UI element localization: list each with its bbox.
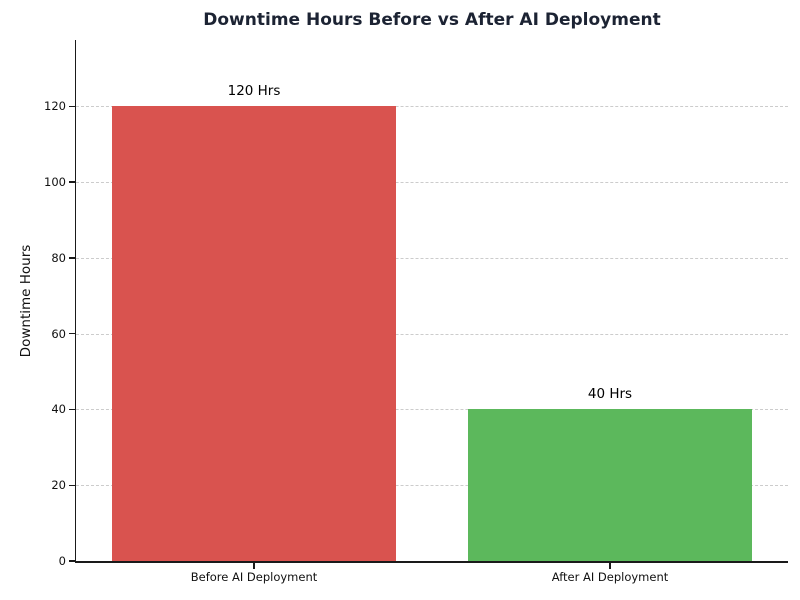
y-tick-mark <box>68 484 75 486</box>
bar-2 <box>467 409 753 561</box>
gridline <box>76 409 788 411</box>
x-axis-spine <box>74 561 788 563</box>
y-tick-label: 0 <box>58 554 66 568</box>
y-tick-label: 80 <box>51 250 66 265</box>
y-tick-label: 60 <box>51 326 66 341</box>
x-tick-mark <box>253 562 255 569</box>
y-tick-label: 100 <box>44 175 66 190</box>
y-tick-mark <box>68 408 75 411</box>
y-tick-label: 20 <box>51 478 66 493</box>
gridline <box>76 485 788 487</box>
y-tick-mark <box>68 560 75 562</box>
y-axis-spine <box>74 40 77 563</box>
y-tick-mark <box>68 257 75 259</box>
bar-1 <box>111 106 397 561</box>
bar-value-label: 120 Hrs <box>227 83 281 100</box>
plot-area: 120 Hrs 40 Hrs <box>76 40 788 561</box>
y-tick-label: 120 <box>44 99 66 114</box>
y-tick-label: 40 <box>51 402 66 417</box>
x-tick-label: After AI Deployment <box>551 570 669 584</box>
y-tick-mark <box>68 181 75 183</box>
x-tick-mark <box>609 562 611 569</box>
x-tick-label: Before AI Deployment <box>190 570 318 584</box>
gridline <box>76 106 788 108</box>
chart-title: Downtime Hours Before vs After AI Deploy… <box>203 10 661 30</box>
gridline <box>76 182 788 184</box>
y-tick-mark <box>68 332 75 335</box>
bar-value-label: 40 Hrs <box>587 386 633 403</box>
y-tick-mark <box>68 105 75 107</box>
gridline <box>76 257 788 259</box>
gridline <box>76 333 788 335</box>
